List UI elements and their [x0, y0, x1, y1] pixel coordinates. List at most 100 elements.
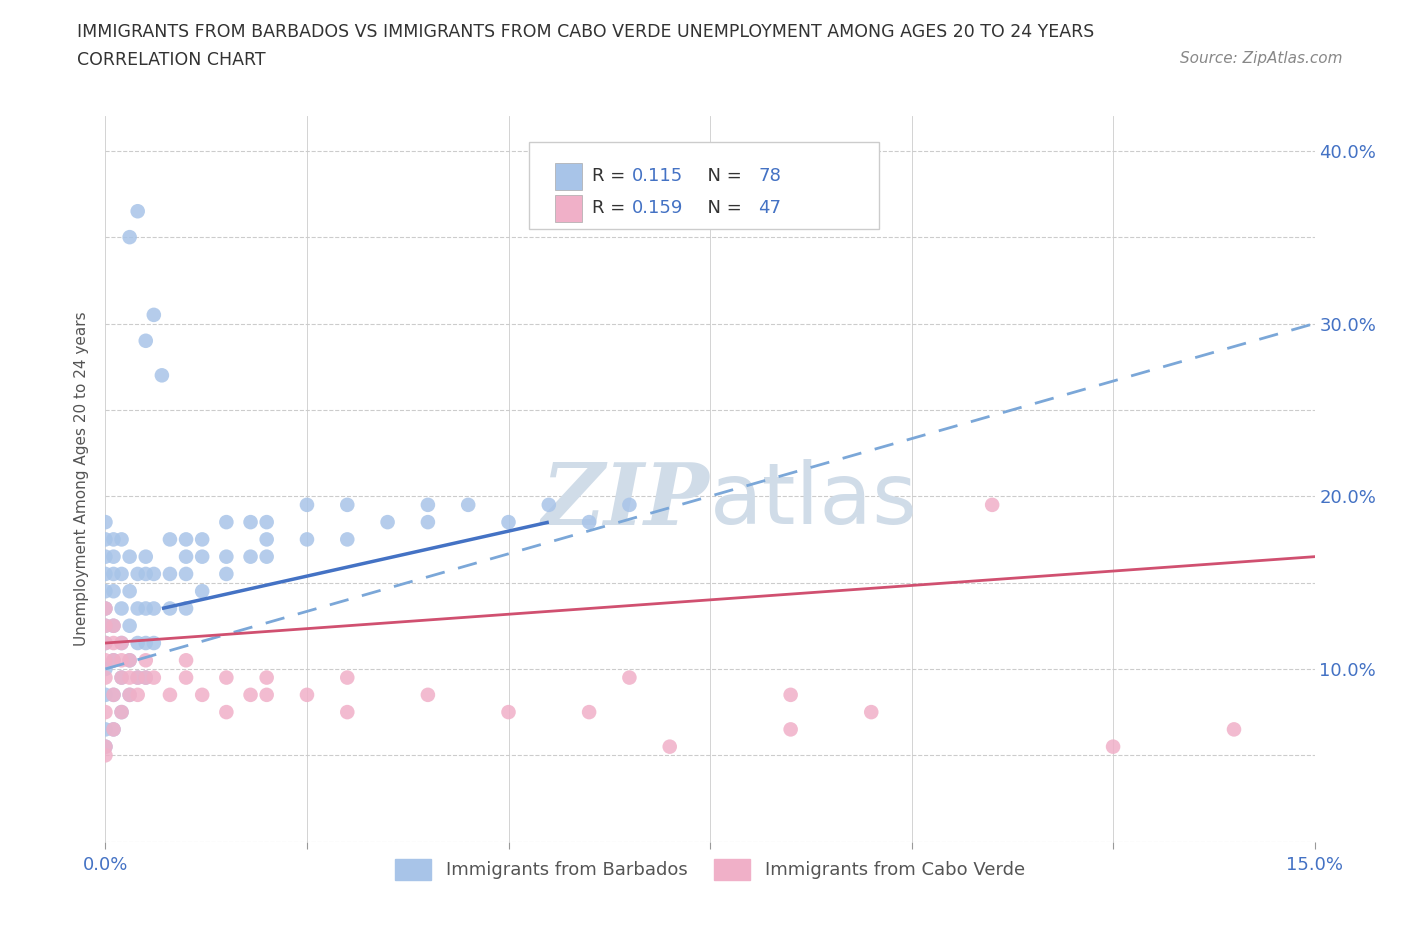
- Point: [174, 532, 197, 547]
- Point: [94, 687, 117, 702]
- Point: [191, 532, 214, 547]
- Point: [498, 705, 520, 720]
- Y-axis label: Unemployment Among Ages 20 to 24 years: Unemployment Among Ages 20 to 24 years: [75, 312, 90, 646]
- Point: [127, 671, 149, 685]
- Point: [103, 635, 125, 650]
- Point: [118, 653, 141, 668]
- Point: [416, 498, 439, 512]
- Point: [103, 687, 125, 702]
- Point: [94, 601, 117, 616]
- Point: [94, 584, 117, 599]
- Point: [256, 550, 278, 565]
- Point: [110, 532, 132, 547]
- Point: [135, 653, 157, 668]
- Point: [578, 514, 600, 529]
- Text: N =: N =: [696, 199, 747, 218]
- Point: [159, 566, 181, 581]
- Text: IMMIGRANTS FROM BARBADOS VS IMMIGRANTS FROM CABO VERDE UNEMPLOYMENT AMONG AGES 2: IMMIGRANTS FROM BARBADOS VS IMMIGRANTS F…: [77, 23, 1095, 41]
- Point: [619, 671, 641, 685]
- Point: [135, 671, 157, 685]
- Point: [215, 514, 238, 529]
- Text: 0.159: 0.159: [631, 199, 683, 218]
- Point: [94, 601, 117, 616]
- Point: [94, 550, 117, 565]
- Point: [191, 550, 214, 565]
- Point: [135, 635, 157, 650]
- FancyBboxPatch shape: [529, 141, 879, 229]
- Point: [110, 635, 132, 650]
- Point: [336, 532, 359, 547]
- Point: [159, 532, 181, 547]
- Point: [537, 498, 560, 512]
- Point: [94, 618, 117, 633]
- Point: [174, 566, 197, 581]
- Legend: Immigrants from Barbados, Immigrants from Cabo Verde: Immigrants from Barbados, Immigrants fro…: [388, 852, 1032, 887]
- Point: [1102, 739, 1125, 754]
- Point: [127, 204, 149, 219]
- Point: [127, 566, 149, 581]
- Point: [110, 671, 132, 685]
- Point: [110, 635, 132, 650]
- Point: [191, 584, 214, 599]
- Point: [103, 566, 125, 581]
- Point: [135, 333, 157, 348]
- Point: [457, 498, 479, 512]
- Point: [103, 653, 125, 668]
- Point: [159, 601, 181, 616]
- Point: [1223, 722, 1246, 737]
- Point: [94, 635, 117, 650]
- Point: [103, 584, 125, 599]
- Point: [135, 601, 157, 616]
- Point: [256, 532, 278, 547]
- Point: [94, 635, 117, 650]
- Point: [103, 653, 125, 668]
- Point: [110, 705, 132, 720]
- Point: [215, 566, 238, 581]
- Text: R =: R =: [592, 167, 630, 185]
- Point: [295, 532, 318, 547]
- Point: [135, 671, 157, 685]
- Point: [94, 661, 117, 676]
- Point: [174, 653, 197, 668]
- Point: [110, 705, 132, 720]
- Point: [103, 618, 125, 633]
- Point: [118, 671, 141, 685]
- Point: [215, 705, 238, 720]
- Point: [94, 705, 117, 720]
- Point: [142, 308, 165, 323]
- Point: [779, 687, 801, 702]
- Point: [860, 705, 883, 720]
- Bar: [555, 194, 582, 222]
- Point: [94, 566, 117, 581]
- Point: [94, 653, 117, 668]
- Point: [135, 550, 157, 565]
- Point: [103, 550, 125, 565]
- Text: atlas: atlas: [710, 459, 918, 542]
- Point: [215, 550, 238, 565]
- Point: [103, 618, 125, 633]
- Point: [127, 687, 149, 702]
- Point: [118, 230, 141, 245]
- Point: [215, 671, 238, 685]
- Point: [94, 514, 117, 529]
- Point: [239, 550, 262, 565]
- Point: [118, 550, 141, 565]
- Point: [174, 601, 197, 616]
- Point: [191, 687, 214, 702]
- Point: [94, 618, 117, 633]
- Text: N =: N =: [696, 167, 747, 185]
- Point: [94, 722, 117, 737]
- Point: [110, 671, 132, 685]
- Point: [110, 653, 132, 668]
- Point: [103, 687, 125, 702]
- Point: [142, 671, 165, 685]
- Point: [127, 671, 149, 685]
- Text: 0.115: 0.115: [631, 167, 683, 185]
- Text: 78: 78: [758, 167, 782, 185]
- Point: [416, 514, 439, 529]
- Point: [578, 705, 600, 720]
- Point: [498, 514, 520, 529]
- Text: CORRELATION CHART: CORRELATION CHART: [77, 51, 266, 69]
- Text: ZIP: ZIP: [543, 459, 710, 542]
- Point: [110, 566, 132, 581]
